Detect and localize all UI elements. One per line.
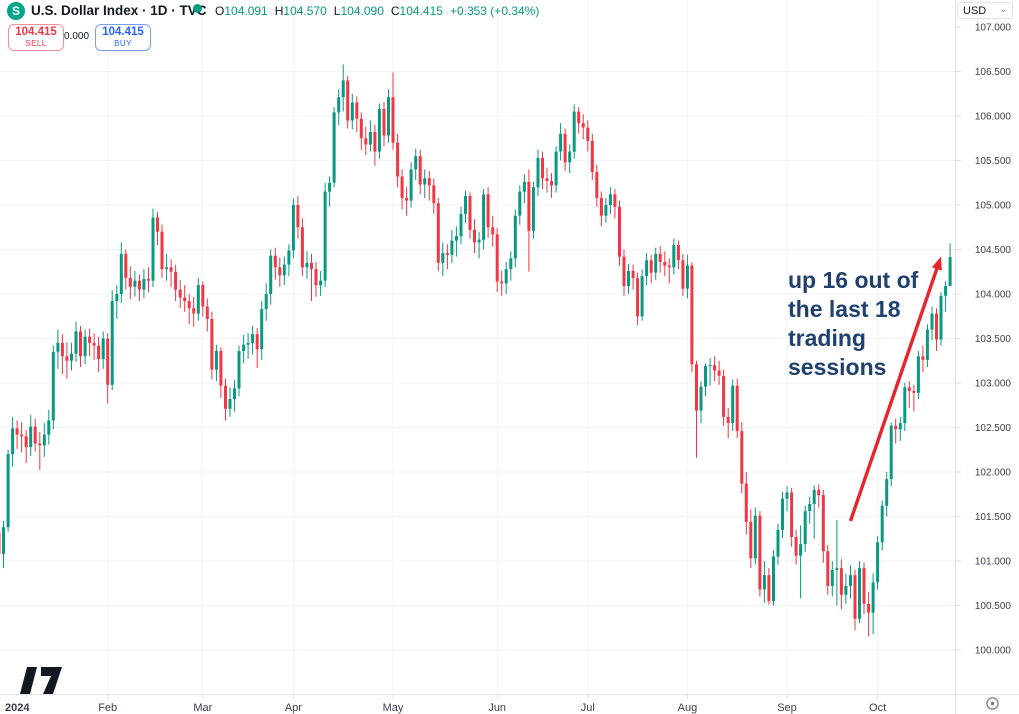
chevron-down-icon: ⌄ [999,3,1007,14]
svg-text:Aug: Aug [678,702,698,714]
sell-price: 104.415 [15,25,57,38]
svg-text:104.000: 104.000 [975,290,1012,301]
svg-text:Oct: Oct [869,702,886,714]
low-value: 104.090 [340,4,384,18]
icon-circle [986,697,999,710]
svg-text:104.500: 104.500 [975,245,1012,256]
annotation-line: trading [788,325,866,351]
sell-label: SELL [25,39,47,49]
svg-text:Mar: Mar [193,702,212,714]
buy-button[interactable]: 104.415 BUY [95,24,151,51]
svg-text:101.500: 101.500 [975,512,1012,523]
symbol-title[interactable]: U.S. Dollar Index · 1D · TVC [31,3,207,18]
svg-text:2024: 2024 [5,702,30,714]
svg-text:106.000: 106.000 [975,112,1012,123]
svg-text:105.500: 105.500 [975,156,1012,167]
chart-legend: S U.S. Dollar Index · 1D · TVC O104.091 H… [0,0,1019,22]
svg-text:102.500: 102.500 [975,423,1012,434]
sell-button[interactable]: 104.415 SELL [8,24,64,51]
buy-price: 104.415 [102,25,144,38]
ohlc-readout: O104.091 H104.570 L104.090 C104.415 +0.353 (… [215,4,539,18]
annotation-line: the last 18 [788,296,901,322]
svg-text:105.000: 105.000 [975,201,1012,212]
svg-text:103.500: 103.500 [975,334,1012,345]
change-value: +0.353 (+0.34%) [449,4,540,18]
svg-text:107.000: 107.000 [975,23,1012,34]
spread-value: 0.000 [64,31,90,42]
tv-logo-shape-1 [20,667,37,694]
low-label: L [333,4,341,18]
svg-text:100.000: 100.000 [975,646,1012,657]
chart-annotation: up 16 out of the last 18 trading session… [788,266,958,382]
open-label: O [215,4,225,18]
svg-text:Jun: Jun [488,702,506,714]
svg-text:Apr: Apr [285,702,302,714]
buy-label: BUY [114,39,132,49]
symbol-logo-letter: S [11,4,20,18]
symbol-logo[interactable]: S [7,2,25,20]
svg-text:Jul: Jul [581,702,595,714]
currency-selector[interactable]: USD ⌄ [957,2,1013,19]
svg-text:101.000: 101.000 [975,557,1012,568]
svg-text:May: May [383,702,404,714]
svg-text:100.500: 100.500 [975,601,1012,612]
tv-logo-shape-7 [41,667,62,694]
svg-text:103.000: 103.000 [975,379,1012,390]
high-label: H [274,4,284,18]
svg-text:Sep: Sep [777,702,797,714]
tradingview-logo[interactable] [16,666,64,696]
annotation-line: up 16 out of [788,267,919,293]
high-value: 104.570 [283,4,327,18]
close-value: 104.415 [399,4,443,18]
axis-settings-icon[interactable] [985,696,1000,711]
svg-text:106.500: 106.500 [975,67,1012,78]
open-value: 104.091 [224,4,268,18]
close-label: C [390,4,400,18]
annotation-line: sessions [788,354,887,380]
svg-text:102.000: 102.000 [975,468,1012,479]
market-status-dot[interactable] [193,4,202,13]
currency-label: USD [963,4,987,17]
svg-text:Feb: Feb [98,702,117,714]
icon-dot [990,701,995,706]
